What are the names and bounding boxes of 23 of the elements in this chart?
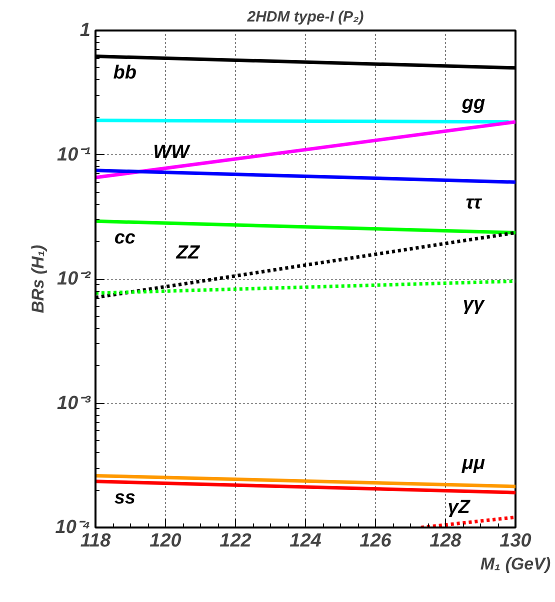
series-label: μμ xyxy=(461,452,486,474)
series-label: ττ xyxy=(466,192,482,214)
x-tick-label: 122 xyxy=(220,530,252,552)
y-axis-title: BRs (H₁) xyxy=(28,244,48,314)
y-tick-label: 1 xyxy=(80,20,91,41)
series-label: γZ xyxy=(448,496,472,518)
x-tick-label: 130 xyxy=(500,530,532,552)
y-tick-label: 10⁻¹ xyxy=(57,144,92,166)
x-tick-label: 128 xyxy=(430,530,462,552)
series-label: gg xyxy=(460,93,486,114)
x-axis-title: M₁ (GeV) xyxy=(480,554,551,574)
x-tick-label: 126 xyxy=(360,530,392,552)
series-label: bb xyxy=(113,62,137,84)
x-tick-label: 120 xyxy=(150,530,182,552)
series-label: ss xyxy=(114,488,136,509)
x-tick-label: 124 xyxy=(290,530,322,552)
series-label: WW xyxy=(153,142,192,163)
series-label: cc xyxy=(114,227,136,248)
series-label: ZZ xyxy=(175,242,201,264)
y-tick-label: 10⁻² xyxy=(57,268,92,290)
series-label: γγ xyxy=(462,294,486,315)
y-tick-label: 10⁻³ xyxy=(57,392,92,414)
chart-title: 2HDM type-I (P₂) xyxy=(246,8,364,26)
